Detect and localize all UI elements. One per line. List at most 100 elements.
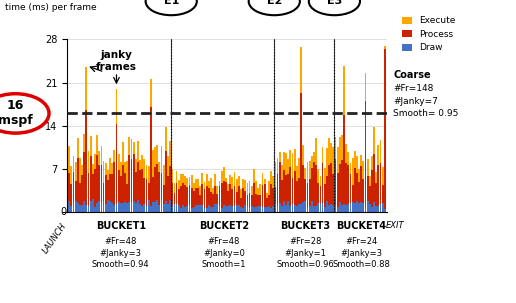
Bar [68, 173, 70, 201]
Bar [79, 205, 81, 212]
Bar [238, 186, 240, 205]
Bar [191, 208, 192, 212]
Bar [238, 176, 240, 186]
Bar [133, 201, 135, 212]
Bar [326, 148, 328, 176]
Bar [92, 199, 94, 212]
Bar [188, 177, 190, 185]
Bar [135, 171, 137, 203]
Bar [238, 205, 240, 212]
Bar [223, 181, 225, 205]
Bar [99, 201, 100, 212]
Bar [135, 159, 137, 171]
Bar [184, 207, 186, 212]
Bar [264, 207, 266, 212]
Bar [77, 138, 79, 158]
Bar [139, 204, 141, 212]
Bar [358, 169, 360, 181]
Bar [212, 207, 214, 212]
Bar [210, 178, 212, 192]
Bar [326, 201, 328, 212]
Bar [324, 184, 326, 207]
Bar [311, 168, 313, 201]
Bar [208, 205, 209, 212]
Bar [103, 183, 105, 201]
Bar [122, 142, 124, 165]
Bar [191, 175, 192, 188]
Bar [255, 207, 257, 212]
Bar [81, 175, 83, 205]
Bar [229, 175, 231, 184]
Bar [122, 165, 124, 203]
Bar [277, 158, 279, 174]
Bar [307, 162, 309, 183]
Bar [124, 162, 126, 173]
Bar [75, 181, 76, 201]
Bar [382, 185, 383, 203]
Bar [253, 183, 255, 207]
Bar [109, 158, 111, 174]
Bar [283, 170, 285, 201]
Bar [296, 181, 298, 206]
Bar [362, 203, 364, 212]
Bar [221, 183, 222, 208]
Bar [152, 202, 154, 212]
Bar [131, 159, 133, 202]
Bar [217, 186, 218, 194]
Bar [268, 181, 270, 195]
Bar [90, 136, 92, 156]
Bar [86, 205, 87, 212]
Bar [268, 195, 270, 206]
Bar [101, 146, 102, 165]
Bar [287, 174, 289, 201]
Bar [302, 145, 304, 165]
Bar [160, 173, 163, 200]
Bar [247, 206, 248, 212]
Bar [313, 162, 315, 206]
Bar [242, 179, 244, 188]
Bar [141, 155, 143, 169]
Bar [214, 174, 216, 186]
Bar [270, 208, 272, 212]
Bar [143, 159, 146, 178]
Bar [182, 183, 184, 205]
Bar [373, 154, 375, 202]
Bar [193, 207, 195, 212]
Bar [158, 162, 160, 172]
Text: 16
mspf: 16 mspf [0, 99, 33, 127]
Bar [154, 147, 156, 167]
Bar [77, 203, 79, 212]
Bar [193, 183, 195, 191]
Bar [128, 202, 130, 212]
Bar [201, 184, 203, 205]
Bar [111, 163, 113, 174]
Bar [266, 207, 268, 212]
Bar [249, 193, 250, 207]
Bar [245, 180, 246, 191]
Bar [307, 183, 309, 207]
Text: E3: E3 [327, 0, 342, 6]
Bar [380, 163, 381, 205]
Bar [270, 171, 272, 184]
Bar [260, 185, 261, 195]
Bar [369, 176, 370, 186]
Bar [328, 138, 330, 165]
Bar [242, 208, 244, 212]
Text: BUCKET3: BUCKET3 [280, 221, 330, 231]
Bar [382, 203, 383, 212]
Bar [334, 205, 336, 212]
Bar [272, 188, 274, 206]
Bar [384, 209, 386, 212]
Bar [234, 206, 235, 212]
Bar [101, 202, 102, 212]
Bar [146, 178, 148, 206]
Bar [380, 140, 381, 163]
Bar [347, 152, 349, 165]
Bar [96, 135, 98, 155]
Text: E2: E2 [267, 0, 282, 6]
Bar [163, 204, 165, 212]
Bar [315, 165, 317, 206]
Bar [317, 203, 319, 212]
Bar [321, 163, 324, 203]
Bar [341, 160, 343, 205]
